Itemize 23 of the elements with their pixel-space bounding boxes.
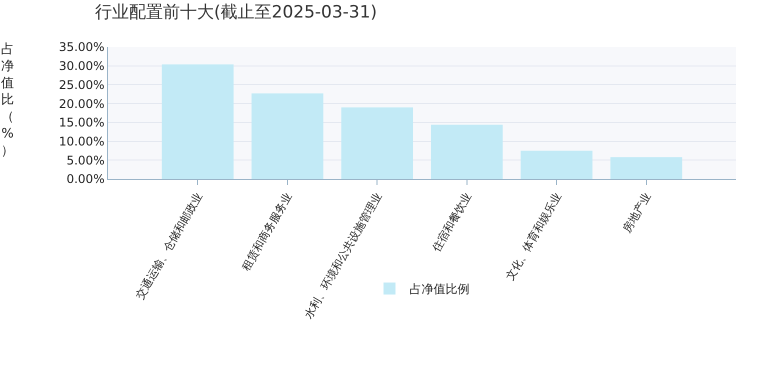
y-tick-label: 30.00% (58, 59, 105, 74)
bar (520, 150, 592, 179)
y-tick-label: 25.00% (58, 78, 105, 92)
bar (162, 64, 234, 179)
x-tick-label: 住宿和餐饮业 (430, 190, 474, 254)
x-tick-label: 文化、体育和娱乐业 (503, 190, 564, 283)
y-tick-label: 35.00% (58, 40, 105, 54)
bar (341, 107, 414, 179)
x-tick-label: 交通运输、仓储和邮政业 (133, 190, 206, 302)
x-tick-label: 租赁和商务服务业 (240, 190, 295, 274)
bar (610, 157, 682, 179)
y-axis-title: 占净值比（%） (1, 42, 14, 158)
chart-title: 行业配置前十大(截止至2025-03-31) (95, 2, 378, 23)
x-tick-label: 水利、环境和公共设施管理业 (302, 190, 384, 321)
y-tick-label: 5.00% (66, 153, 105, 168)
bar (430, 124, 503, 179)
y-tick-label: 20.00% (58, 96, 105, 111)
x-tick-label: 房地产业 (620, 190, 654, 236)
y-tick-label: 10.00% (58, 134, 105, 148)
y-tick-label: 15.00% (58, 116, 105, 130)
bar (252, 93, 324, 179)
legend-label: 占净值比例 (410, 282, 470, 296)
y-tick-label: 0.00% (66, 172, 105, 186)
